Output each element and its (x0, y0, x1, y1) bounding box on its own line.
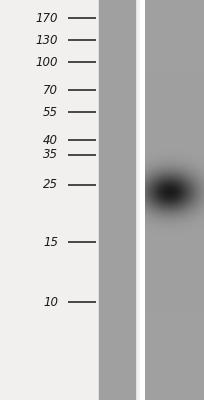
Text: 15: 15 (43, 236, 58, 248)
Bar (140, 0, 145, 400)
Text: 70: 70 (43, 84, 58, 96)
Bar (145, 0, 204, 400)
Text: 100: 100 (35, 56, 58, 68)
Text: 170: 170 (35, 12, 58, 24)
Text: 25: 25 (43, 178, 58, 192)
Text: 130: 130 (35, 34, 58, 46)
Text: 10: 10 (43, 296, 58, 308)
Bar (99, 0, 135, 400)
Text: 55: 55 (43, 106, 58, 118)
Text: 35: 35 (43, 148, 58, 162)
Text: 40: 40 (43, 134, 58, 146)
